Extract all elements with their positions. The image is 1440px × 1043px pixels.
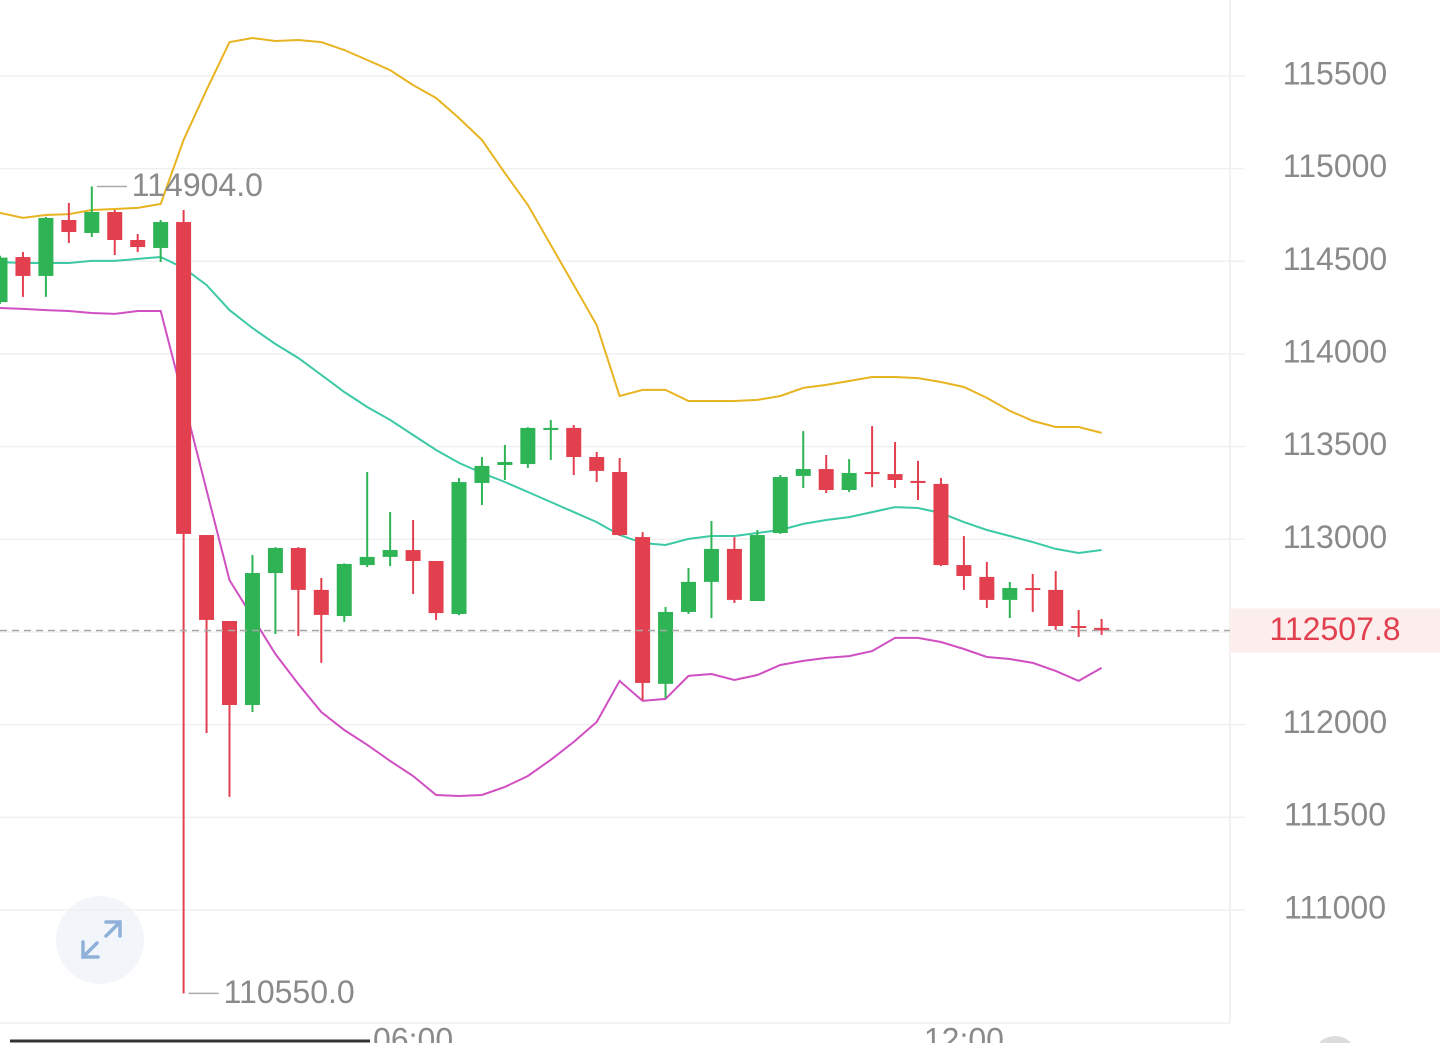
candle-body (933, 483, 949, 566)
candle-body (543, 427, 559, 430)
y-tick-label: 115000 (1283, 148, 1387, 184)
candle-body (84, 212, 100, 233)
x-tick-label: 12:00 (924, 1021, 1004, 1043)
extreme-label: 114904.0 (132, 167, 263, 203)
y-tick-label: 111000 (1284, 889, 1386, 925)
y-tick-label: 112000 (1283, 704, 1387, 740)
candle-body (1025, 588, 1041, 591)
last-price-label: 112507.8 (1269, 611, 1400, 647)
candle-body (0, 257, 8, 303)
candle-body (130, 239, 146, 248)
y-tick-label: 111500 (1284, 797, 1386, 833)
candle-body (313, 589, 329, 615)
candle-body (244, 573, 260, 705)
candle-body (726, 548, 742, 600)
candle-body (1002, 588, 1018, 600)
candle-body (864, 472, 880, 475)
y-tick-label: 114500 (1283, 241, 1387, 277)
expand-button[interactable] (56, 896, 144, 984)
candle-body (566, 427, 582, 458)
candle-body (153, 222, 169, 248)
candle-body (290, 548, 306, 590)
x-tick-label: 06:00 (373, 1021, 453, 1043)
candle-body (222, 621, 237, 705)
scroll-handle[interactable] (1313, 1036, 1357, 1043)
candle-body (61, 219, 77, 233)
candle-body (841, 472, 857, 491)
candle-body (979, 576, 995, 600)
candle-body (15, 257, 31, 276)
candle-body (635, 537, 651, 683)
candle-body (749, 535, 765, 602)
candle-body (681, 581, 696, 612)
candle-body (497, 462, 513, 465)
candle-body (267, 548, 283, 574)
y-tick-label: 113500 (1283, 426, 1387, 462)
candle-body (1094, 627, 1110, 631)
candle-body (520, 427, 536, 465)
candle-body (910, 480, 926, 483)
candle-body (772, 477, 788, 533)
y-tick-label: 114000 (1283, 333, 1387, 369)
candle-body (38, 217, 54, 276)
candle-body (474, 465, 490, 483)
candle-body (1048, 589, 1064, 627)
extreme-label: 110550.0 (224, 974, 355, 1010)
y-tick-label: 113000 (1283, 519, 1387, 555)
candle-body (451, 482, 467, 614)
band-line (0, 36, 1102, 434)
candle-body (428, 560, 444, 614)
last-price-box (1230, 608, 1440, 653)
candle-body (199, 535, 215, 620)
candle-body (703, 548, 719, 582)
candle-body (405, 550, 421, 561)
candle-body (1071, 626, 1087, 629)
candle-body (887, 474, 903, 480)
y-tick-label: 115500 (1283, 55, 1387, 91)
candle-body (795, 469, 811, 476)
candle-body (382, 550, 398, 557)
candle-body (176, 222, 192, 534)
candle-body (956, 565, 972, 576)
candle-body (658, 611, 674, 684)
expand-button-bg[interactable] (56, 896, 144, 984)
candle-body (359, 556, 375, 566)
candle-body (336, 563, 352, 617)
candle-body (612, 472, 628, 536)
candle-body (107, 212, 123, 240)
candle-body (589, 457, 605, 471)
expand-icon[interactable] (81, 920, 122, 959)
candle-body (818, 469, 834, 491)
